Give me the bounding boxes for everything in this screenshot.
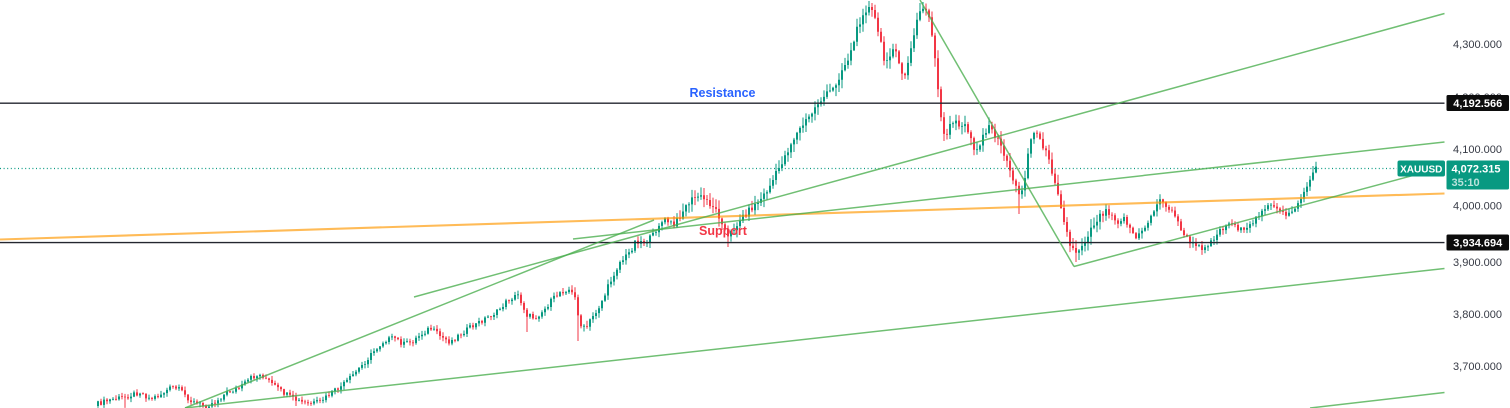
svg-text:4,000.000: 4,000.000 bbox=[1453, 200, 1502, 212]
svg-text:4,100.000: 4,100.000 bbox=[1453, 144, 1502, 156]
svg-text:XAUUSD: XAUUSD bbox=[1400, 165, 1442, 176]
svg-text:4,072.315: 4,072.315 bbox=[1452, 164, 1501, 176]
svg-text:3,934.694: 3,934.694 bbox=[1453, 237, 1503, 249]
svg-text:3,800.000: 3,800.000 bbox=[1453, 309, 1502, 321]
svg-text:Resistance: Resistance bbox=[689, 86, 755, 100]
svg-text:4,192.566: 4,192.566 bbox=[1453, 98, 1502, 110]
svg-text:3,700.000: 3,700.000 bbox=[1453, 361, 1502, 373]
svg-text:Support: Support bbox=[699, 224, 748, 238]
svg-text:3,900.000: 3,900.000 bbox=[1453, 257, 1502, 269]
svg-text:4,300.000: 4,300.000 bbox=[1453, 39, 1502, 51]
svg-text:35:10: 35:10 bbox=[1452, 177, 1480, 189]
